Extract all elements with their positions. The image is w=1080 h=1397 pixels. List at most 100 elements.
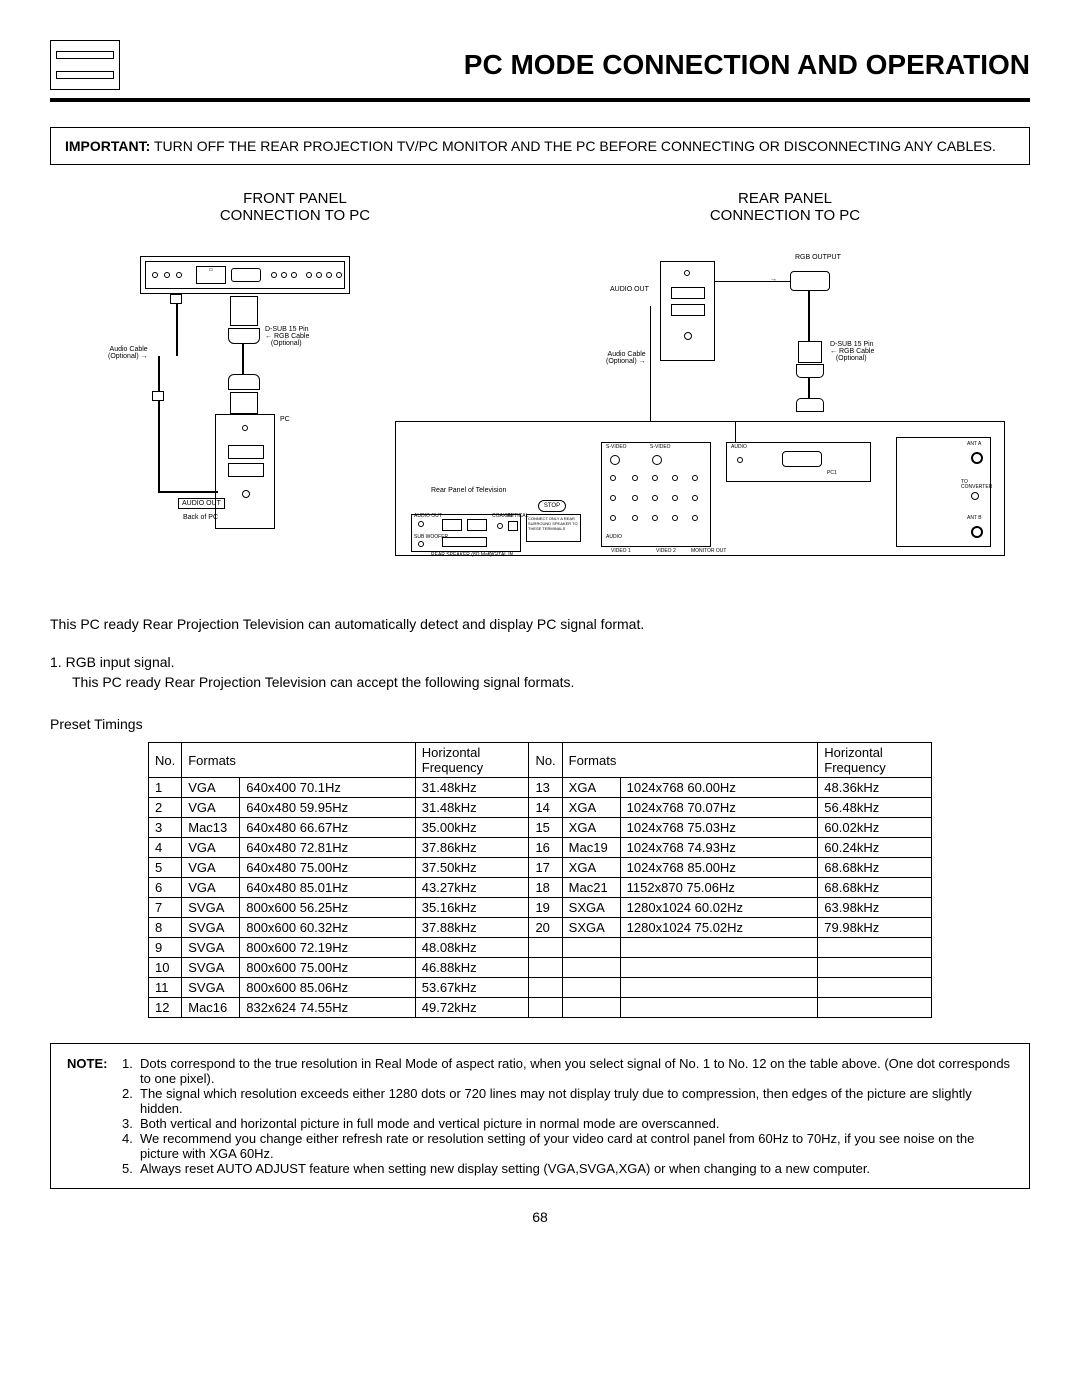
table-cell: VGA: [182, 858, 240, 878]
table-cell: 15: [529, 818, 562, 838]
table-cell: 37.50kHz: [415, 858, 529, 878]
table-cell: 1024x768 75.03Hz: [620, 818, 818, 838]
table-cell: SXGA: [562, 918, 620, 938]
rgb-output-label: RGB OUTPUT: [795, 254, 841, 261]
table-cell: 56.48kHz: [818, 798, 932, 818]
rear-panel-label: Rear Panel of Television: [431, 487, 506, 494]
table-cell: 832x624 74.55Hz: [240, 998, 416, 1018]
table-cell: 7: [149, 898, 182, 918]
table-cell: 5: [149, 858, 182, 878]
table-cell: 46.88kHz: [415, 958, 529, 978]
table-cell: 12: [149, 998, 182, 1018]
table-cell: [620, 938, 818, 958]
note-item: 1.Dots correspond to the true resolution…: [122, 1056, 1013, 1086]
note-item: 2.The signal which resolution exceeds ei…: [122, 1086, 1013, 1116]
table-cell: 10: [149, 958, 182, 978]
table-cell: [562, 978, 620, 998]
table-cell: XGA: [562, 818, 620, 838]
table-cell: 9: [149, 938, 182, 958]
col-hfreq-2: HorizontalFrequency: [818, 743, 932, 778]
notes-box: NOTE: 1.Dots correspond to the true reso…: [50, 1043, 1030, 1189]
preset-timings-table: No. Formats HorizontalFrequency No. Form…: [148, 742, 932, 1018]
table-cell: 43.27kHz: [415, 878, 529, 898]
table-cell: 48.36kHz: [818, 778, 932, 798]
table-cell: SVGA: [182, 898, 240, 918]
table-cell: 800x600 85.06Hz: [240, 978, 416, 998]
table-cell: 13: [529, 778, 562, 798]
table-cell: 6: [149, 878, 182, 898]
col-formats: Formats: [182, 743, 416, 778]
table-cell: 18: [529, 878, 562, 898]
table-cell: 11: [149, 978, 182, 998]
table-cell: Mac13: [182, 818, 240, 838]
table-cell: 63.98kHz: [818, 898, 932, 918]
table-cell: XGA: [562, 858, 620, 878]
table-cell: 4: [149, 838, 182, 858]
audio-cable-label-r: Audio Cable (Optional) →: [606, 351, 646, 365]
table-cell: 8: [149, 918, 182, 938]
table-cell: XGA: [562, 798, 620, 818]
table-cell: [562, 958, 620, 978]
table-cell: [818, 998, 932, 1018]
stop-label: STOP: [538, 500, 566, 512]
table-cell: 31.48kHz: [415, 778, 529, 798]
table-cell: 31.48kHz: [415, 798, 529, 818]
note-label: NOTE:: [67, 1056, 107, 1071]
dsub-label-r: D-SUB 15 Pin ← RGB Cable (Optional): [830, 341, 874, 362]
table-cell: Mac16: [182, 998, 240, 1018]
table-cell: 48.08kHz: [415, 938, 529, 958]
table-cell: 640x480 66.67Hz: [240, 818, 416, 838]
table-cell: VGA: [182, 838, 240, 858]
note-item: 5.Always reset AUTO ADJUST feature when …: [122, 1161, 1013, 1176]
table-cell: 17: [529, 858, 562, 878]
table-cell: 37.88kHz: [415, 918, 529, 938]
rear-panel-diagram: AUDIO OUT RGB OUTPUT → D-SUB 15 Pin ← RG…: [550, 236, 1030, 596]
table-cell: [562, 998, 620, 1018]
table-cell: SVGA: [182, 958, 240, 978]
table-cell: SVGA: [182, 918, 240, 938]
important-label: IMPORTANT:: [65, 138, 150, 154]
table-cell: Mac21: [562, 878, 620, 898]
table-cell: 49.72kHz: [415, 998, 529, 1018]
table-cell: 3: [149, 818, 182, 838]
back-of-pc-label: Back of PC: [183, 514, 218, 521]
table-cell: 1152x870 75.06Hz: [620, 878, 818, 898]
table-cell: 640x400 70.1Hz: [240, 778, 416, 798]
table-cell: [529, 978, 562, 998]
table-cell: 800x600 56.25Hz: [240, 898, 416, 918]
table-cell: 1024x768 70.07Hz: [620, 798, 818, 818]
table-cell: 1280x1024 75.02Hz: [620, 918, 818, 938]
table-cell: VGA: [182, 778, 240, 798]
table-cell: 640x480 85.01Hz: [240, 878, 416, 898]
preset-label: Preset Timings: [50, 716, 1030, 732]
table-cell: 800x600 60.32Hz: [240, 918, 416, 938]
table-cell: Mac19: [562, 838, 620, 858]
important-text: TURN OFF THE REAR PROJECTION TV/PC MONIT…: [154, 138, 996, 154]
front-panel-l2: CONNECTION TO PC: [50, 207, 540, 224]
header-rule: [50, 98, 1030, 102]
table-cell: 35.00kHz: [415, 818, 529, 838]
table-cell: 68.68kHz: [818, 878, 932, 898]
table-cell: 19: [529, 898, 562, 918]
col-hfreq: HorizontalFrequency: [415, 743, 529, 778]
table-cell: 1: [149, 778, 182, 798]
page-number: 68: [50, 1209, 1030, 1225]
table-cell: [620, 978, 818, 998]
table-cell: 20: [529, 918, 562, 938]
panel-headings: FRONT PANEL CONNECTION TO PC REAR PANEL …: [50, 190, 1030, 224]
table-cell: 1024x768 85.00Hz: [620, 858, 818, 878]
table-cell: 640x480 59.95Hz: [240, 798, 416, 818]
table-cell: 60.02kHz: [818, 818, 932, 838]
table-cell: 1024x768 60.00Hz: [620, 778, 818, 798]
col-no-2: No.: [529, 743, 562, 778]
table-cell: [529, 938, 562, 958]
table-cell: [818, 938, 932, 958]
audio-out-label: AUDIO OUT: [178, 498, 225, 509]
col-formats-2: Formats: [562, 743, 818, 778]
table-cell: 14: [529, 798, 562, 818]
table-cell: [529, 998, 562, 1018]
table-cell: 1024x768 74.93Hz: [620, 838, 818, 858]
table-cell: SVGA: [182, 938, 240, 958]
table-cell: 800x600 75.00Hz: [240, 958, 416, 978]
table-cell: SVGA: [182, 978, 240, 998]
